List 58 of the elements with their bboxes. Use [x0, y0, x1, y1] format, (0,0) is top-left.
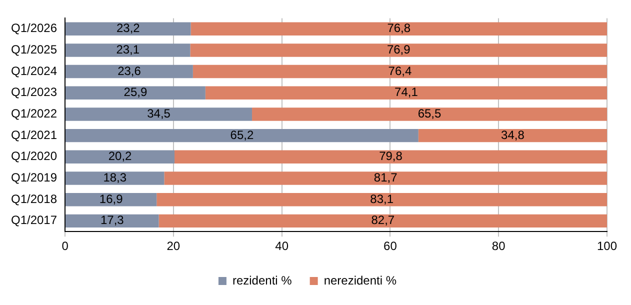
bar — [205, 86, 607, 100]
bar — [66, 44, 190, 57]
data-label: 23,2 — [116, 21, 140, 36]
y-tick-label: Q1/2023 — [10, 85, 58, 100]
data-label: 76,8 — [387, 21, 411, 36]
data-label: 81,7 — [374, 170, 398, 185]
y-tick-label: Q1/2018 — [10, 192, 58, 206]
data-label: 65,5 — [418, 106, 442, 121]
bar — [66, 128, 418, 142]
data-label: 23,1 — [116, 42, 140, 57]
bar — [174, 150, 607, 164]
bar — [66, 192, 157, 206]
bar — [66, 214, 159, 228]
bar — [158, 214, 607, 228]
data-label: 25,9 — [124, 85, 148, 100]
data-label: 76,9 — [386, 42, 411, 57]
data-label: 17,3 — [100, 213, 124, 228]
y-tick-label: Q1/2024 — [10, 64, 58, 78]
bar — [66, 108, 252, 121]
x-tick-label: 0 — [62, 239, 69, 254]
x-tick-label: 100 — [596, 239, 618, 254]
data-label: 83,1 — [370, 192, 394, 206]
x-tick-label: 60 — [384, 239, 398, 254]
bar — [66, 64, 193, 78]
x-tick-label: 40 — [275, 239, 289, 254]
data-label: 34,8 — [501, 128, 525, 142]
data-label: 76,4 — [388, 64, 412, 78]
bar — [190, 44, 607, 57]
data-label: 34,5 — [147, 106, 171, 121]
bar — [192, 64, 607, 78]
data-label: 65,2 — [230, 128, 254, 142]
x-tick-label: 20 — [166, 239, 180, 254]
bar — [66, 22, 191, 36]
bar — [418, 128, 607, 142]
y-tick-label: Q1/2019 — [10, 170, 58, 185]
data-label: 16,9 — [99, 192, 124, 206]
legend-label: rezidenti % — [232, 273, 292, 288]
y-tick-label: Q1/2017 — [10, 213, 58, 228]
y-tick-label: Q1/2020 — [10, 149, 58, 164]
y-tick-label: Q1/2025 — [10, 42, 58, 57]
bar — [156, 192, 607, 206]
legend-label: nerezidenti % — [324, 273, 397, 288]
y-tick-label: Q1/2026 — [10, 21, 58, 36]
data-label: 18,3 — [103, 170, 127, 185]
y-tick-label: Q1/2022 — [10, 106, 58, 121]
bar — [164, 172, 607, 185]
bar — [66, 86, 206, 100]
data-label: 74,1 — [394, 85, 418, 100]
data-label: 82,7 — [371, 213, 395, 228]
bar — [190, 22, 607, 36]
x-tick-label: 80 — [492, 239, 506, 254]
data-label: 79,8 — [379, 149, 403, 164]
bar — [252, 108, 607, 121]
data-label: 23,6 — [118, 64, 142, 78]
data-label: 20,2 — [108, 149, 132, 164]
y-tick-label: Q1/2021 — [10, 128, 58, 142]
bar — [66, 150, 175, 164]
bar — [66, 172, 164, 185]
